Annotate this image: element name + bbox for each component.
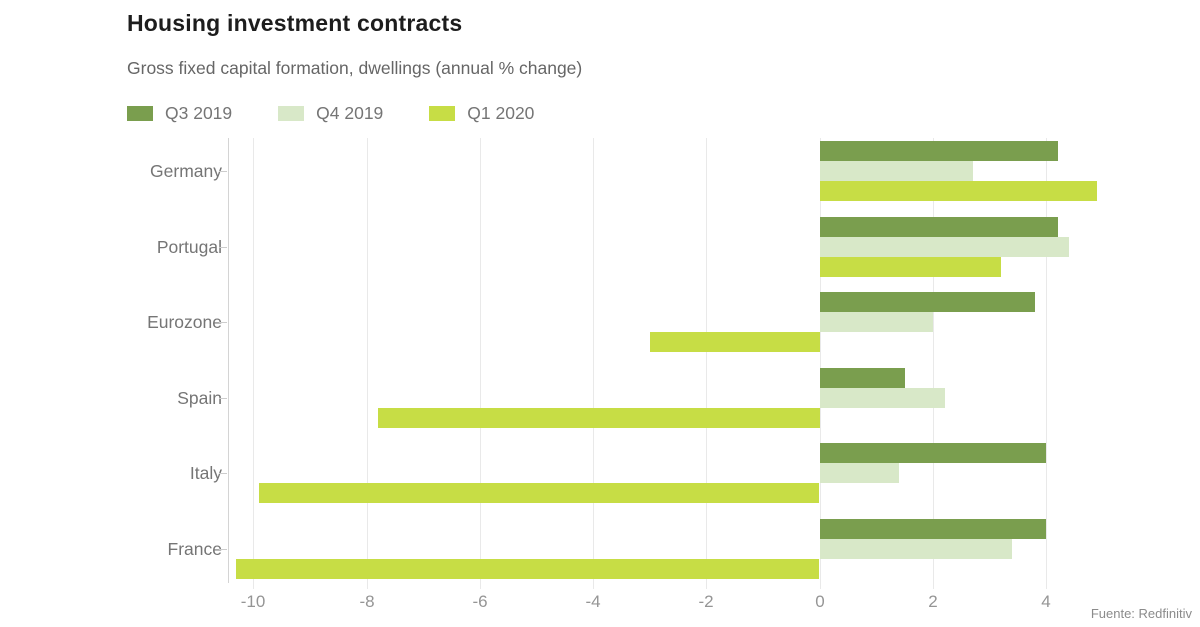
source-note: Fuente: Redfinitiv (1090, 606, 1192, 621)
x-tick-label--2: -2 (698, 592, 714, 611)
plot-left-edge (228, 138, 229, 583)
legend-item-q3-2019: Q3 2019 (127, 103, 232, 124)
bar-portugal-q1-2020 (820, 257, 1001, 277)
legend: Q3 2019 Q4 2019 Q1 2020 (127, 103, 580, 124)
x-tick-label-0: 0 (815, 592, 825, 611)
legend-item-q1-2020: Q1 2020 (429, 103, 534, 124)
category-label-france: France (167, 539, 222, 559)
category-tick-italy (219, 473, 227, 474)
gridline-x--6 (480, 138, 481, 589)
chart-title: Housing investment contracts (127, 10, 463, 36)
chart-subtitle: Gross fixed capital formation, dwellings… (127, 58, 583, 78)
bar-eurozone-q4-2019 (820, 312, 933, 332)
bar-germany-q1-2020 (820, 181, 1097, 201)
bar-germany-q4-2019 (820, 161, 973, 181)
category-label-italy: Italy (189, 463, 222, 483)
category-label-portugal: Portugal (156, 237, 222, 257)
gridline-x-4 (1046, 138, 1047, 589)
bar-spain-q3-2019 (820, 368, 905, 388)
bar-spain-q1-2020 (378, 408, 820, 428)
gridline-x--2 (706, 138, 707, 589)
x-tick-label--8: -8 (359, 592, 375, 611)
bar-portugal-q3-2019 (820, 217, 1058, 237)
legend-label: Q4 2019 (316, 103, 384, 123)
legend-swatch-q1-2020 (429, 106, 456, 121)
bar-spain-q4-2019 (820, 388, 945, 408)
legend-swatch-q4-2019 (278, 106, 305, 121)
bar-italy-q3-2019 (820, 443, 1046, 463)
category-label-eurozone: Eurozone (147, 312, 222, 332)
bar-italy-q1-2020 (259, 483, 819, 503)
bar-eurozone-q3-2019 (820, 292, 1035, 312)
bar-italy-q4-2019 (820, 463, 899, 483)
bar-germany-q3-2019 (820, 141, 1058, 161)
x-tick-label--4: -4 (585, 592, 601, 611)
category-label-germany: Germany (150, 161, 222, 181)
category-tick-eurozone (219, 322, 227, 323)
bar-eurozone-q1-2020 (650, 332, 820, 352)
category-label-spain: Spain (177, 388, 222, 408)
legend-swatch-q3-2019 (127, 106, 153, 121)
gridline-x-0 (820, 138, 821, 589)
gridline-x--4 (593, 138, 594, 589)
legend-item-q4-2019: Q4 2019 (278, 103, 383, 124)
legend-label: Q1 2020 (467, 103, 535, 123)
category-tick-france (219, 549, 227, 550)
bar-france-q3-2019 (820, 519, 1046, 539)
category-tick-portugal (219, 247, 227, 248)
category-tick-spain (219, 398, 227, 399)
x-tick-label-2: 2 (928, 592, 938, 611)
bar-france-q1-2020 (236, 559, 819, 579)
bar-portugal-q4-2019 (820, 237, 1069, 257)
gridline-x--10 (253, 138, 254, 589)
x-tick-label-4: 4 (1041, 592, 1051, 611)
plot-area: -10 -8 -6 -4 -2 0 2 4 Germany Portugal Eurozone Spa… (0, 138, 1200, 611)
gridline-x--8 (367, 138, 368, 589)
x-tick-label--6: -6 (472, 592, 488, 611)
gridline-x-2 (933, 138, 934, 589)
category-tick-germany (219, 171, 227, 172)
bar-france-q4-2019 (820, 539, 1012, 559)
legend-label: Q3 2019 (165, 103, 233, 123)
x-tick-label--10: -10 (240, 592, 266, 611)
